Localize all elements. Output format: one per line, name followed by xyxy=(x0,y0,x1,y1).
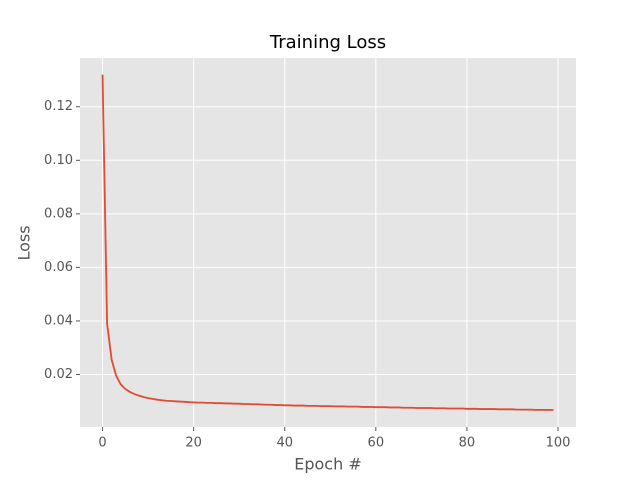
x-tick-label: 60 xyxy=(368,436,385,451)
x-tick-label: 0 xyxy=(98,436,106,451)
x-tick-label: 40 xyxy=(276,436,293,451)
plot-area xyxy=(80,58,576,427)
x-tick-label: 100 xyxy=(546,436,571,451)
y-tick-label: 0.10 xyxy=(44,153,73,168)
chart-title: Training Loss xyxy=(269,32,386,53)
x-tick-label: 20 xyxy=(185,436,202,451)
y-tick-label: 0.04 xyxy=(44,313,73,328)
y-tick-label: 0.06 xyxy=(44,260,73,275)
y-tick-label: 0.12 xyxy=(44,99,73,114)
loss-line xyxy=(101,74,554,412)
y-axis-label: Loss xyxy=(15,225,34,260)
y-tick-label: 0.08 xyxy=(44,206,73,221)
x-tick-label: 80 xyxy=(459,436,476,451)
y-tick-label: 0.02 xyxy=(44,367,73,382)
x-axis-label: Epoch # xyxy=(294,455,361,474)
